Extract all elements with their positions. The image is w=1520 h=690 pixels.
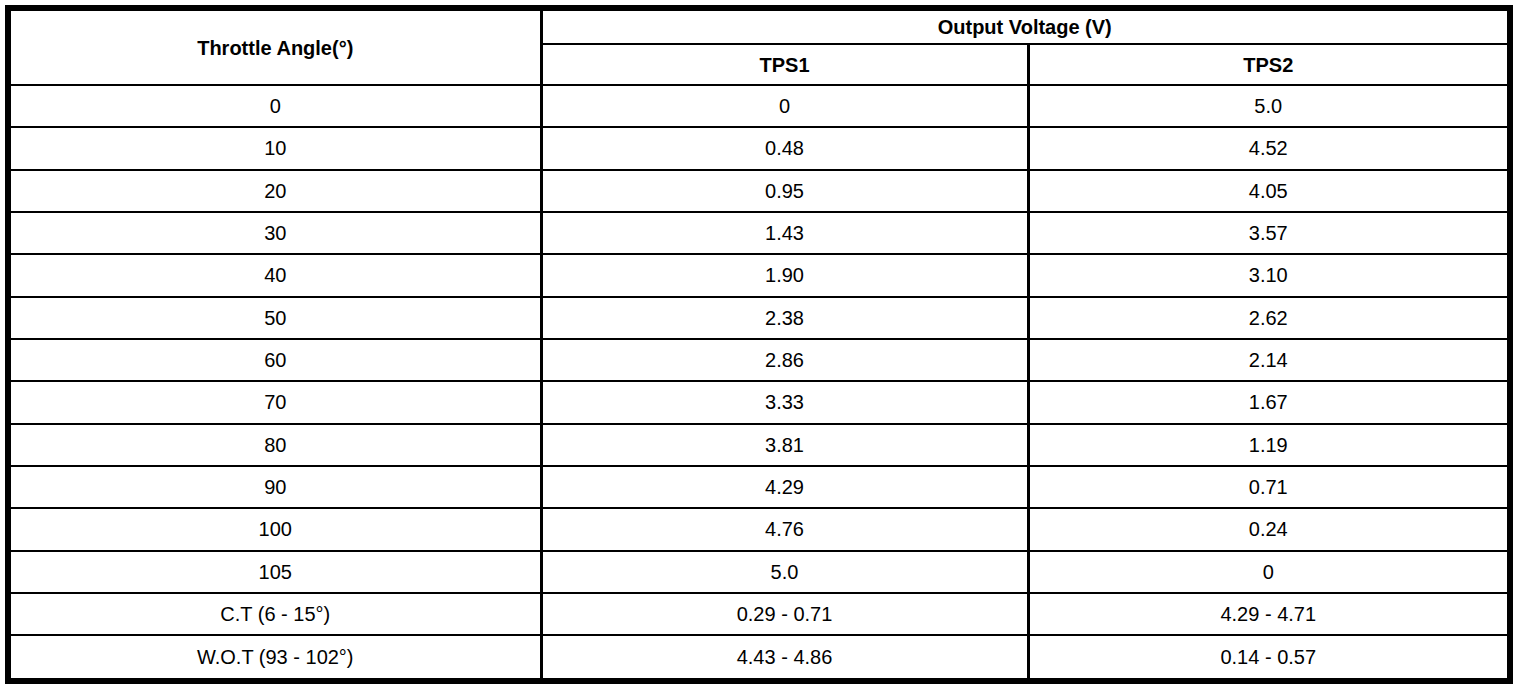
tps2-value-cell: 2.62 — [1028, 297, 1510, 339]
throttle-angle-cell: 30 — [8, 212, 541, 254]
throttle-angle-cell: 105 — [8, 551, 541, 593]
tps2-value-cell: 4.29 - 4.71 — [1028, 593, 1510, 635]
tps2-value-cell: 3.57 — [1028, 212, 1510, 254]
tps2-value-cell: 0.71 — [1028, 466, 1510, 508]
table-body: 005.0100.484.52200.954.05301.433.57401.9… — [8, 85, 1510, 681]
table-row: 703.331.67 — [8, 381, 1510, 423]
tps1-value-cell: 1.90 — [541, 254, 1028, 296]
table-row: 1055.00 — [8, 551, 1510, 593]
header-row-group: Throttle Angle(°) Output Voltage (V) — [8, 8, 1510, 44]
table-row: 200.954.05 — [8, 170, 1510, 212]
throttle-angle-cell: 60 — [8, 339, 541, 381]
throttle-angle-cell: 50 — [8, 297, 541, 339]
throttle-angle-cell: 100 — [8, 508, 541, 550]
tps1-value-cell: 4.43 - 4.86 — [541, 635, 1028, 681]
tps1-column-header: TPS1 — [541, 44, 1028, 85]
output-voltage-group-header: Output Voltage (V) — [541, 8, 1510, 44]
throttle-angle-cell: C.T (6 - 15°) — [8, 593, 541, 635]
table-row: 1004.760.24 — [8, 508, 1510, 550]
tps2-value-cell: 1.67 — [1028, 381, 1510, 423]
tps2-value-cell: 3.10 — [1028, 254, 1510, 296]
tps1-value-cell: 0 — [541, 85, 1028, 127]
throttle-angle-cell: 70 — [8, 381, 541, 423]
tps1-value-cell: 2.38 — [541, 297, 1028, 339]
tps2-value-cell: 2.14 — [1028, 339, 1510, 381]
throttle-angle-cell: 0 — [8, 85, 541, 127]
tps1-value-cell: 0.95 — [541, 170, 1028, 212]
tps1-value-cell: 1.43 — [541, 212, 1028, 254]
table-row: 401.903.10 — [8, 254, 1510, 296]
tps2-value-cell: 5.0 — [1028, 85, 1510, 127]
table-row: 904.290.71 — [8, 466, 1510, 508]
throttle-angle-cell: 90 — [8, 466, 541, 508]
table-row: 100.484.52 — [8, 127, 1510, 169]
throttle-angle-cell: 80 — [8, 424, 541, 466]
tps-output-voltage-table: Throttle Angle(°) Output Voltage (V) TPS… — [5, 5, 1513, 684]
tps1-value-cell: 0.48 — [541, 127, 1028, 169]
tps1-value-cell: 5.0 — [541, 551, 1028, 593]
table-row: W.O.T (93 - 102°)4.43 - 4.860.14 - 0.57 — [8, 635, 1510, 681]
table-row: 301.433.57 — [8, 212, 1510, 254]
tps1-value-cell: 4.76 — [541, 508, 1028, 550]
tps1-value-cell: 3.81 — [541, 424, 1028, 466]
tps2-value-cell: 0.14 - 0.57 — [1028, 635, 1510, 681]
tps2-value-cell: 4.52 — [1028, 127, 1510, 169]
throttle-angle-cell: 40 — [8, 254, 541, 296]
tps2-column-header: TPS2 — [1028, 44, 1510, 85]
document-page: Throttle Angle(°) Output Voltage (V) TPS… — [0, 0, 1520, 690]
throttle-angle-cell: 10 — [8, 127, 541, 169]
tps2-value-cell: 1.19 — [1028, 424, 1510, 466]
table-row: 602.862.14 — [8, 339, 1510, 381]
table-row: 005.0 — [8, 85, 1510, 127]
table-header: Throttle Angle(°) Output Voltage (V) TPS… — [8, 8, 1510, 85]
tps1-value-cell: 3.33 — [541, 381, 1028, 423]
tps2-value-cell: 0.24 — [1028, 508, 1510, 550]
throttle-angle-header: Throttle Angle(°) — [8, 8, 541, 85]
throttle-angle-cell: W.O.T (93 - 102°) — [8, 635, 541, 681]
tps1-value-cell: 4.29 — [541, 466, 1028, 508]
table-row: C.T (6 - 15°)0.29 - 0.714.29 - 4.71 — [8, 593, 1510, 635]
throttle-angle-cell: 20 — [8, 170, 541, 212]
tps2-value-cell: 0 — [1028, 551, 1510, 593]
tps1-value-cell: 0.29 - 0.71 — [541, 593, 1028, 635]
table-row: 502.382.62 — [8, 297, 1510, 339]
tps1-value-cell: 2.86 — [541, 339, 1028, 381]
tps2-value-cell: 4.05 — [1028, 170, 1510, 212]
table-row: 803.811.19 — [8, 424, 1510, 466]
